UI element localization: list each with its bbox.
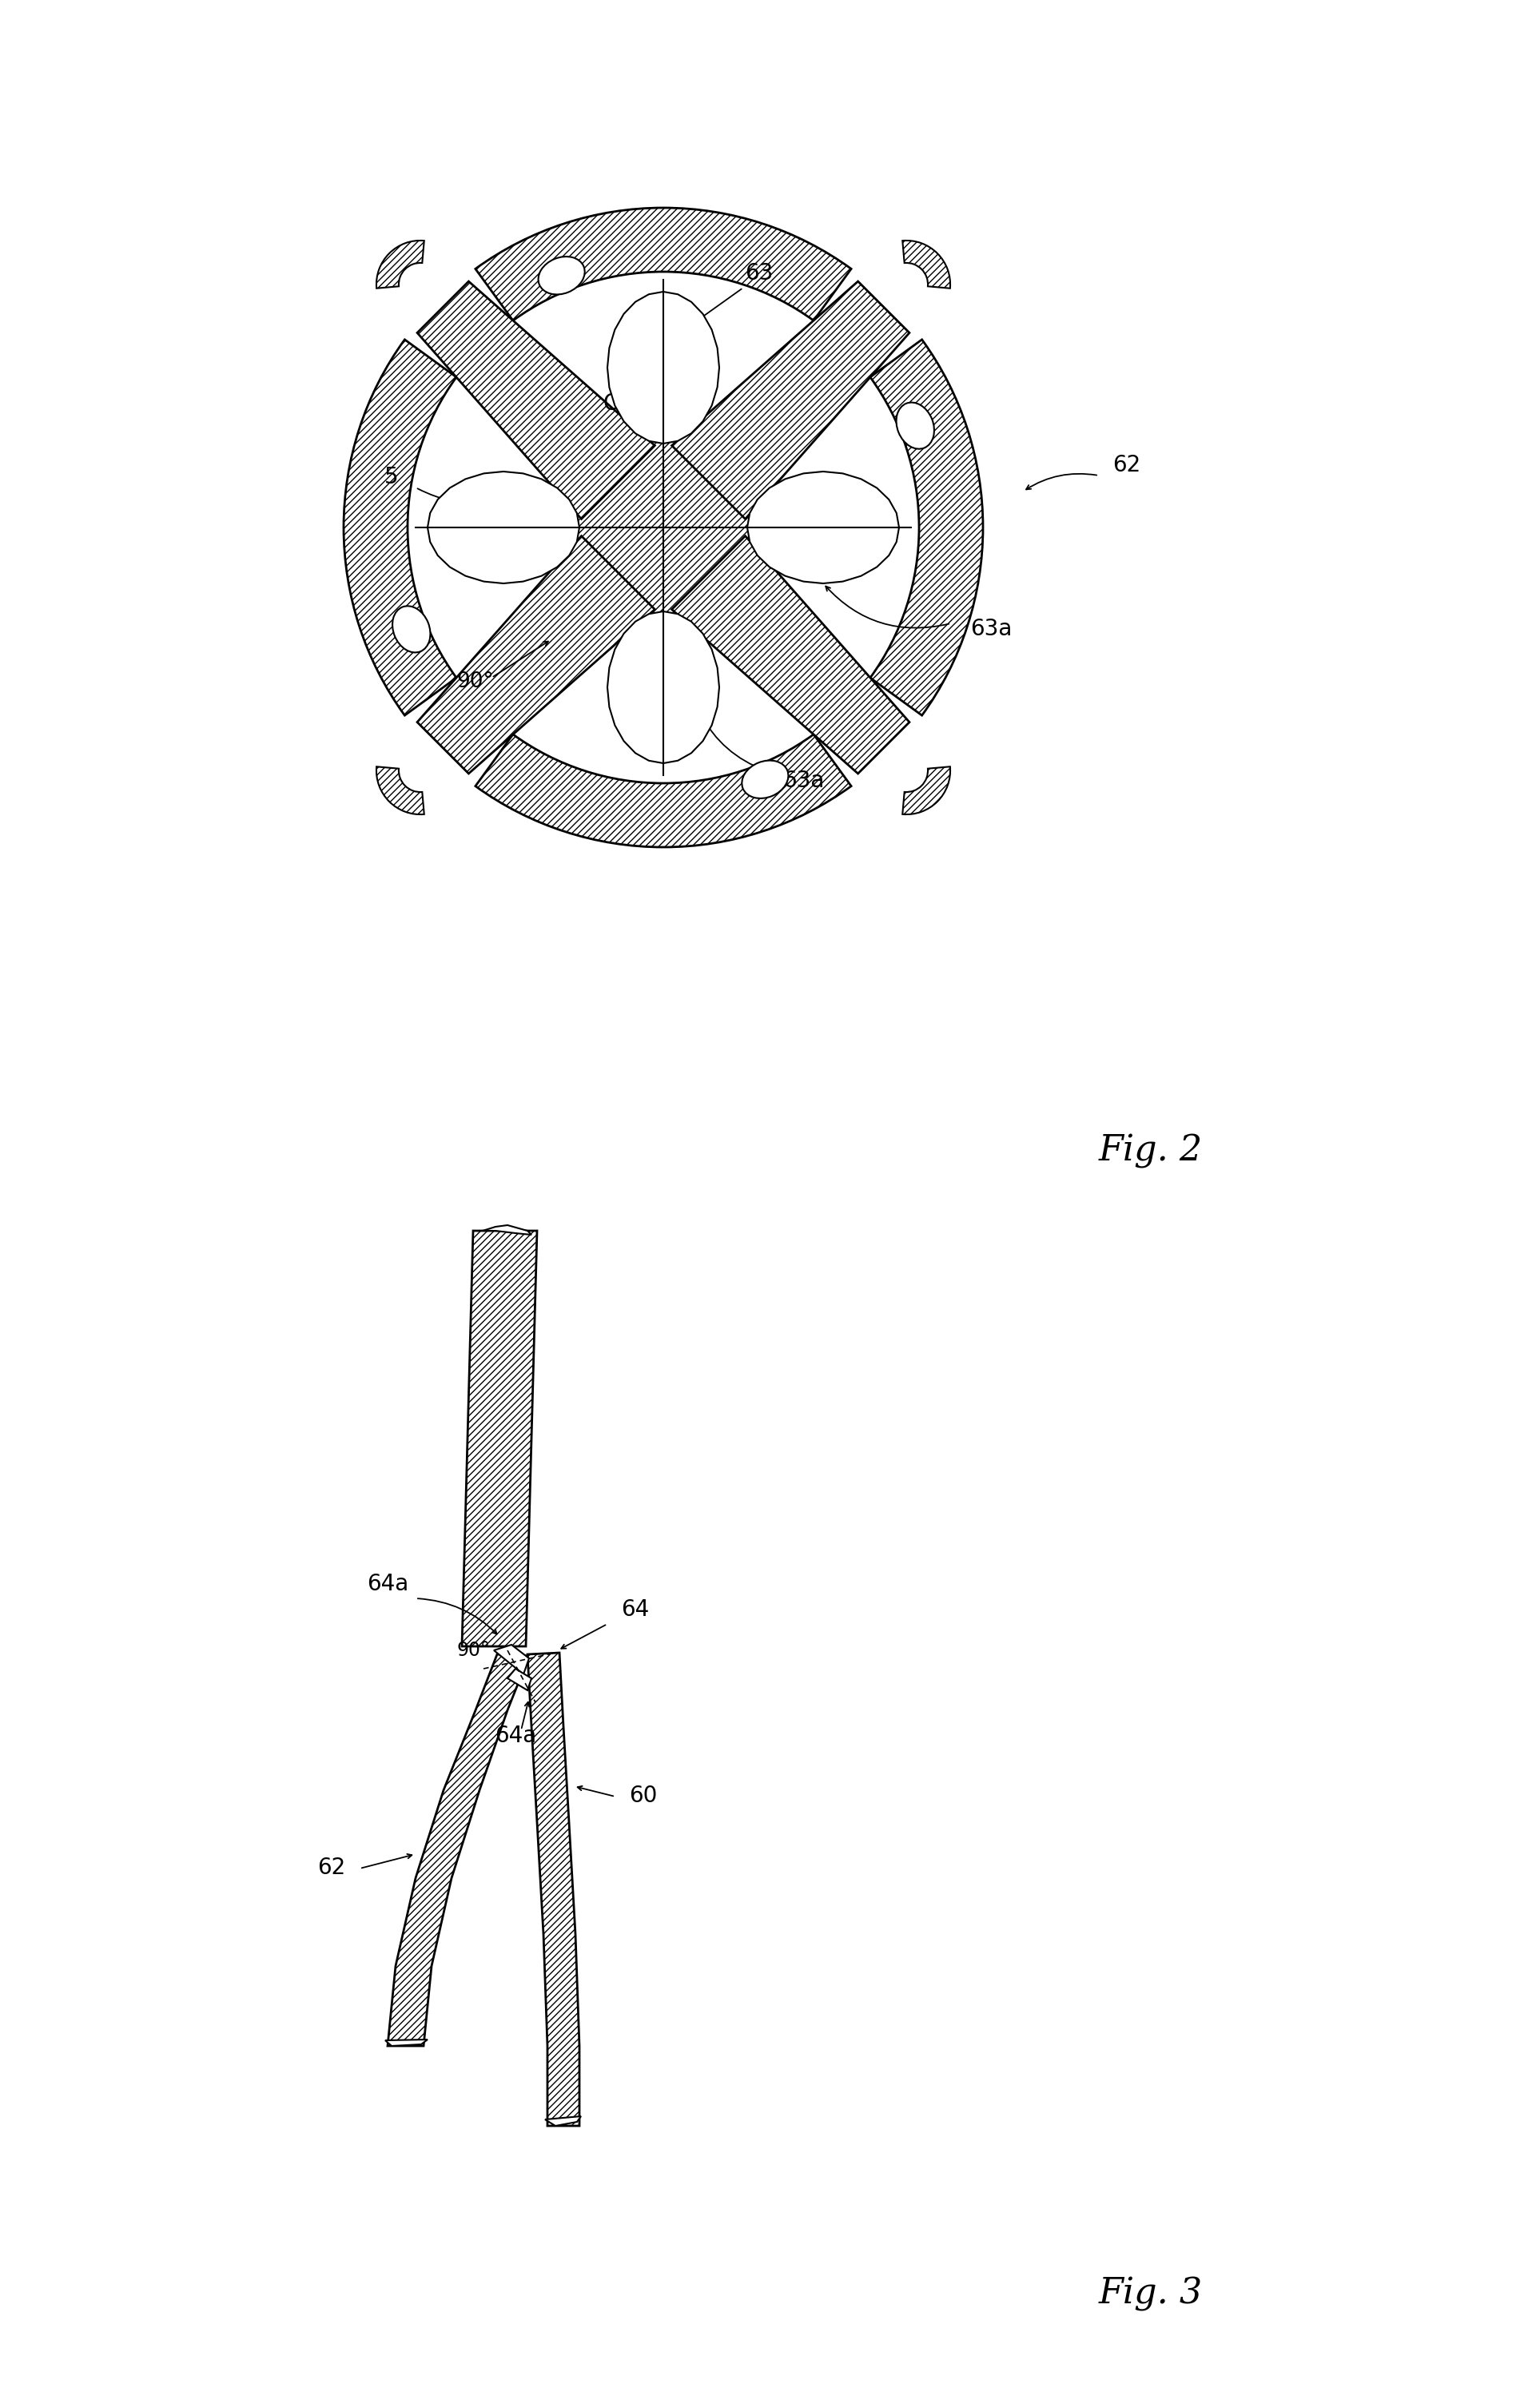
Polygon shape: [747, 472, 899, 584]
Polygon shape: [417, 536, 654, 772]
Text: 63: 63: [745, 262, 773, 284]
Text: 5: 5: [385, 465, 399, 489]
Text: 62: 62: [1113, 453, 1141, 477]
Polygon shape: [388, 1654, 530, 2045]
Text: Fig. 2: Fig. 2: [1098, 1132, 1203, 1168]
Polygon shape: [607, 610, 719, 763]
Text: 60: 60: [630, 1786, 658, 1807]
Wedge shape: [902, 768, 950, 815]
Wedge shape: [476, 734, 852, 846]
Polygon shape: [671, 281, 910, 520]
Polygon shape: [508, 1669, 531, 1690]
Wedge shape: [376, 241, 424, 288]
Wedge shape: [376, 768, 424, 815]
Wedge shape: [902, 241, 950, 288]
Text: 64a: 64a: [367, 1573, 408, 1595]
Ellipse shape: [896, 403, 935, 448]
Text: 63a: 63a: [782, 770, 824, 791]
Polygon shape: [428, 472, 579, 584]
Wedge shape: [870, 339, 983, 715]
Polygon shape: [671, 536, 910, 772]
Text: 63a: 63a: [970, 617, 1012, 641]
Text: 90°: 90°: [457, 672, 494, 691]
Ellipse shape: [393, 606, 430, 653]
Wedge shape: [476, 207, 852, 319]
Ellipse shape: [539, 257, 585, 296]
Wedge shape: [343, 339, 456, 715]
Text: 62: 62: [317, 1857, 346, 1879]
Polygon shape: [385, 2041, 428, 2045]
Polygon shape: [559, 424, 767, 632]
Polygon shape: [528, 1652, 579, 2127]
Ellipse shape: [742, 760, 788, 799]
Text: Fig. 3: Fig. 3: [1098, 2277, 1203, 2310]
Text: 64a: 64a: [494, 1724, 536, 1747]
Text: 64: 64: [621, 1597, 650, 1621]
Polygon shape: [462, 1230, 537, 1647]
Polygon shape: [482, 1225, 531, 1235]
Polygon shape: [545, 2117, 581, 2127]
Text: O: O: [602, 393, 621, 415]
Text: 90°: 90°: [456, 1640, 490, 1659]
Polygon shape: [494, 1645, 530, 1674]
Polygon shape: [417, 281, 654, 520]
Polygon shape: [607, 291, 719, 443]
